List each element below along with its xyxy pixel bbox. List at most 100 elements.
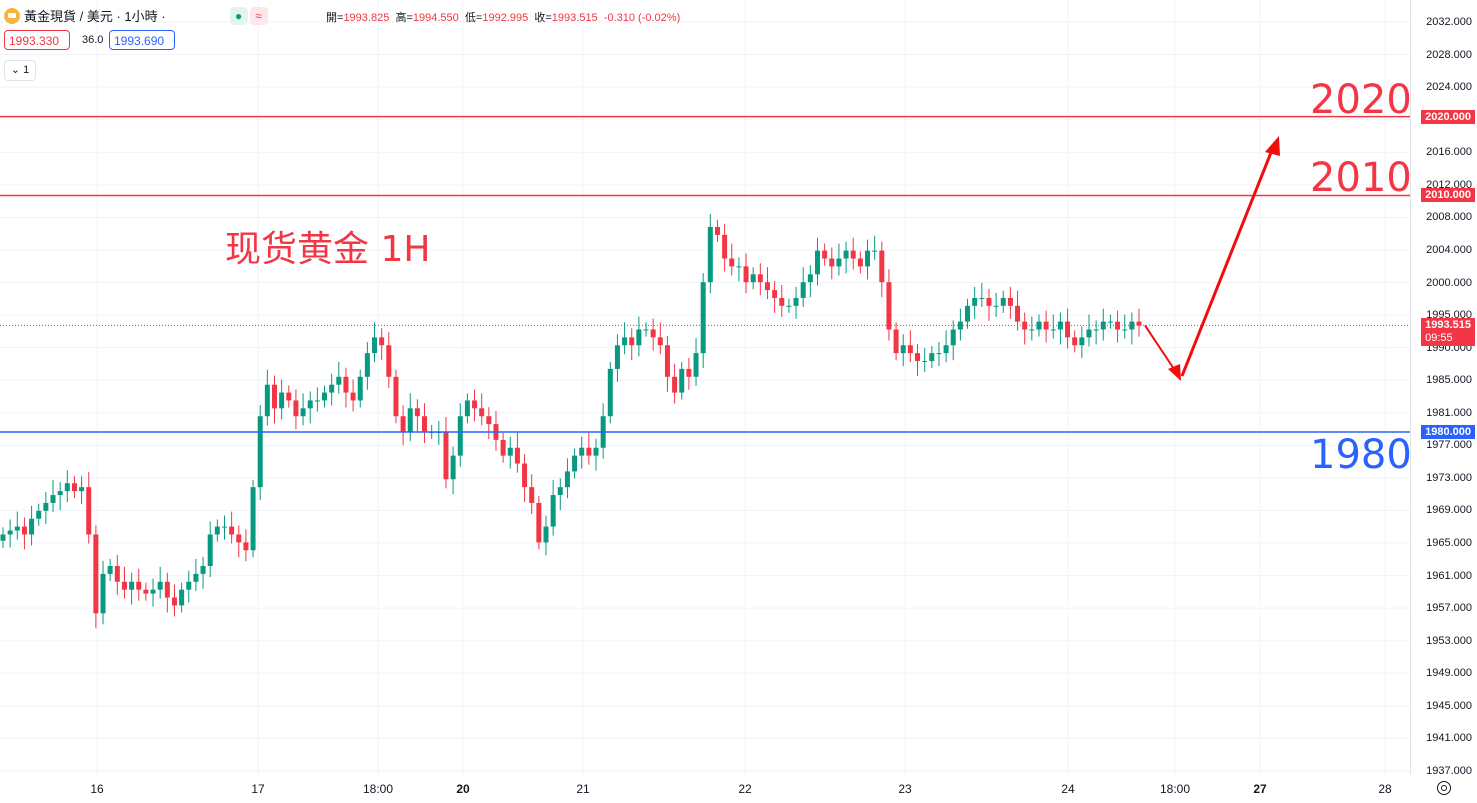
candle-body — [314, 400, 320, 402]
candle-body — [450, 455, 456, 480]
price-tick: 1949.000 — [1426, 667, 1472, 680]
candle-body — [865, 250, 871, 267]
candle-body — [807, 274, 813, 283]
candle-body — [1107, 321, 1113, 323]
candle-body — [965, 305, 971, 322]
time-tick: 16 — [90, 782, 104, 796]
symbol-title[interactable]: 黃金現貨 / 美元 · 1小時 · — [24, 9, 166, 24]
candle-body — [1050, 329, 1056, 331]
candle-body — [1093, 329, 1099, 331]
current-price-label: 1993.515 09:55 — [1421, 318, 1475, 347]
price-tick: 1981.000 — [1426, 406, 1472, 419]
candle-body — [100, 573, 106, 614]
candle-body — [1115, 321, 1121, 330]
candle-body — [250, 487, 256, 551]
price-tick: 2024.000 — [1426, 81, 1472, 94]
candle-body — [514, 447, 520, 464]
level-annotation[interactable]: 2010 — [1310, 155, 1412, 202]
candle-body — [143, 589, 149, 594]
time-tick: 22 — [738, 782, 752, 796]
candle-body — [836, 258, 842, 267]
candle-body — [736, 266, 742, 268]
price-tick: 1961.000 — [1426, 569, 1472, 582]
candle-body — [372, 337, 378, 354]
level-price-label: 2010.000 — [1421, 188, 1475, 203]
candle-body — [422, 416, 428, 432]
level-annotation[interactable]: 1980 — [1310, 431, 1412, 478]
price-tick: 2004.000 — [1426, 243, 1472, 256]
price-tick: 2016.000 — [1426, 146, 1472, 159]
candle-body — [236, 534, 242, 543]
candle-body — [593, 447, 599, 456]
candle-body — [936, 353, 942, 355]
chart-annotation[interactable]: 现货黄金 1H — [225, 229, 431, 270]
candle-body — [686, 368, 692, 377]
sell-button[interactable]: 1993.330 — [4, 30, 70, 50]
candle-body — [379, 337, 385, 346]
candle-body — [693, 353, 699, 377]
time-tick: 27 — [1253, 782, 1267, 796]
level-annotation[interactable]: 2020 — [1310, 76, 1412, 123]
spread-value: 36.0 — [82, 34, 104, 46]
candle-body — [622, 337, 628, 346]
candle-body — [1072, 337, 1078, 346]
candle-body — [64, 483, 70, 492]
candle-body — [307, 400, 313, 409]
price-tick: 1957.000 — [1426, 602, 1472, 615]
candle-body — [1136, 321, 1142, 326]
candle-body — [886, 282, 892, 330]
arrow-head — [1168, 364, 1181, 381]
candle-body — [772, 290, 778, 298]
candle-body — [43, 502, 49, 511]
candle-body — [36, 510, 42, 519]
candle-body — [1022, 321, 1028, 330]
candle-body — [1043, 321, 1049, 330]
gold-coin-icon — [4, 7, 20, 24]
price-tick: 1937.000 — [1426, 765, 1472, 777]
candle-body — [207, 534, 213, 567]
chart-header: 黃金現貨 / 美元 · 1小時 · ● ≈ — [4, 6, 268, 25]
price-tick: 1945.000 — [1426, 699, 1472, 712]
time-tick: 18:00 — [362, 782, 394, 796]
price-tick: 2028.000 — [1426, 48, 1472, 61]
candle-body — [386, 345, 392, 377]
candle-body — [750, 274, 756, 283]
time-tick: 28 — [1378, 782, 1392, 796]
candle-body — [300, 408, 306, 417]
buy-button[interactable]: 1993.690 — [109, 30, 175, 50]
candle-body — [986, 297, 992, 306]
settings-icon[interactable] — [1437, 781, 1451, 795]
candle-body — [564, 471, 570, 488]
candle-body — [822, 250, 828, 259]
price-tick: 1965.000 — [1426, 537, 1472, 550]
candle-body — [507, 447, 513, 456]
candle-body — [150, 589, 156, 594]
market-status-icon[interactable]: ● — [229, 6, 248, 25]
candle-body — [1122, 329, 1128, 331]
level-price-label: 2020.000 — [1421, 109, 1475, 124]
time-tick: 17 — [251, 782, 265, 796]
collapse-indicators-button[interactable]: ⌄ 1 — [4, 60, 36, 81]
delayed-data-icon[interactable]: ≈ — [249, 6, 268, 25]
price-axis[interactable]: 2032.000 2028.000 2024.000 2020.000 2016.000… — [1410, 0, 1477, 777]
projection-arrow — [1144, 324, 1177, 373]
candle-body — [943, 345, 949, 354]
price-chart[interactable] — [0, 0, 1410, 775]
candle-body — [200, 566, 206, 574]
price-tick: 1973.000 — [1426, 471, 1472, 484]
candle-body — [786, 305, 792, 307]
price-tick: 1941.000 — [1426, 732, 1472, 745]
candle-body — [279, 392, 285, 409]
candle-body — [979, 297, 985, 299]
candle-body — [657, 337, 663, 346]
candle-body — [850, 250, 856, 259]
candle-body — [714, 226, 720, 235]
candle-body — [707, 226, 713, 283]
candle-body — [536, 502, 542, 543]
candle-body — [286, 392, 292, 401]
candle-body — [114, 566, 120, 582]
candle-body — [672, 376, 678, 393]
candle-body — [650, 329, 656, 338]
candle-body — [872, 250, 878, 252]
high-value: 1994.550 — [412, 12, 459, 24]
